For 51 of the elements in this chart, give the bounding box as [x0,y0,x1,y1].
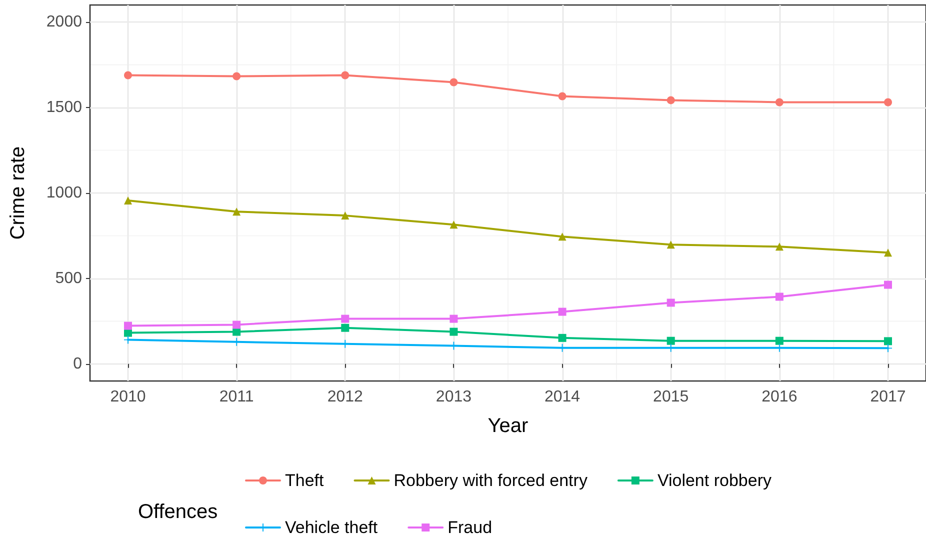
point [775,292,784,301]
point [450,314,458,323]
x-tick-label: 2013 [436,388,472,406]
point [558,232,566,241]
point [666,240,675,249]
point [558,308,566,316]
point [232,320,241,329]
point [341,314,350,323]
legend-label: Theft [285,471,324,490]
point [450,78,458,86]
x-tick-label: 2012 [327,388,364,406]
y-tick-label: 500 [55,270,82,287]
point [775,336,784,345]
point [232,72,241,80]
point [666,96,675,104]
x-tick-label: 2016 [762,388,798,406]
point [666,336,675,345]
legend-label: Vehicle theft [285,518,378,537]
point [124,196,132,205]
point [341,324,350,332]
y-axis-title: Crime rate [7,146,29,240]
y-tick-label: 0 [73,355,82,372]
point [341,71,350,80]
legend-label: Fraud [448,518,492,537]
legend-label: Violent robbery [657,471,772,490]
point [124,322,132,330]
x-tick-label: 2015 [653,388,689,406]
x-axis-title: Year [488,415,529,437]
y-tick-label: 1000 [46,184,82,202]
point [450,220,458,229]
y-tick-label: 2000 [46,14,82,31]
x-tick-label: 2011 [219,388,254,406]
point [666,298,675,307]
x-tick-label: 2014 [544,388,580,406]
point [124,71,132,80]
point [884,337,892,346]
point [884,248,892,257]
point [775,98,784,106]
point [232,208,241,216]
point [884,280,892,289]
x-tick-label: 2010 [110,388,146,406]
point [884,98,892,106]
x-tick-label: 2017 [870,388,906,406]
legend-title: Offences [138,501,218,523]
point [775,242,784,251]
point [558,92,566,100]
point [450,328,458,336]
point [558,334,566,342]
point [341,212,350,220]
y-tick-label: 1500 [46,99,82,116]
legend-label: Robbery with forced entry [394,471,588,490]
